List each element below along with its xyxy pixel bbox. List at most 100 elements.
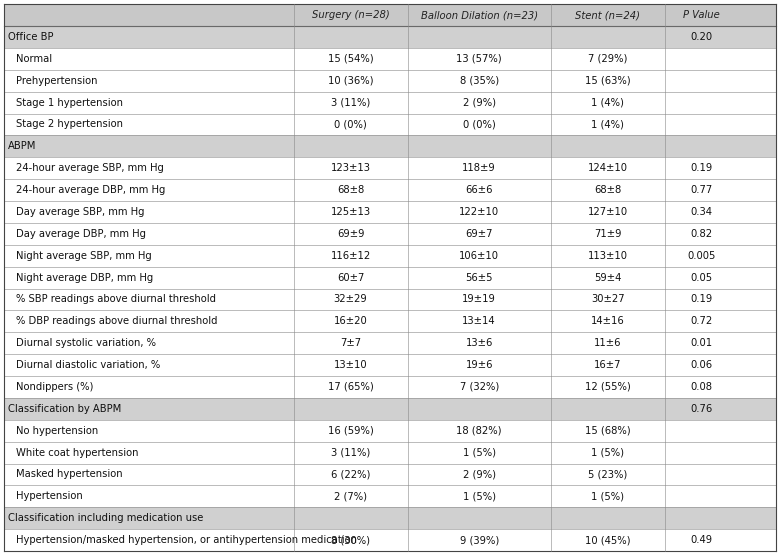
Text: 5 (23%): 5 (23%) (588, 470, 627, 480)
Text: 11±6: 11±6 (594, 338, 622, 348)
Text: 17 (65%): 17 (65%) (328, 382, 374, 392)
Text: 69±9: 69±9 (337, 229, 364, 239)
Text: 125±13: 125±13 (331, 207, 370, 217)
Text: 10 (36%): 10 (36%) (328, 75, 374, 86)
Text: 15 (68%): 15 (68%) (585, 426, 630, 435)
Text: 18 (82%): 18 (82%) (456, 426, 502, 435)
Text: 60±7: 60±7 (337, 273, 364, 282)
Text: Stage 2 hypertension: Stage 2 hypertension (16, 120, 123, 130)
Text: 24-hour average SBP, mm Hg: 24-hour average SBP, mm Hg (16, 163, 164, 173)
Text: 2 (7%): 2 (7%) (334, 491, 367, 501)
Text: 30±27: 30±27 (591, 295, 625, 305)
Text: 0.34: 0.34 (690, 207, 712, 217)
Text: Stent (n=24): Stent (n=24) (575, 10, 640, 20)
Text: Diurnal diastolic variation, %: Diurnal diastolic variation, % (16, 360, 160, 370)
Text: 13±14: 13±14 (463, 316, 496, 326)
Bar (4, 70, 776, 92)
Bar (4, 4, 776, 26)
Text: 2 (9%): 2 (9%) (463, 98, 495, 107)
Text: Normal: Normal (16, 54, 52, 64)
Text: Masked hypertension: Masked hypertension (16, 470, 122, 480)
Text: 0.49: 0.49 (690, 535, 713, 545)
Bar (4, 310, 776, 332)
Text: P Value: P Value (683, 10, 720, 20)
Text: 0.72: 0.72 (690, 316, 713, 326)
Text: 15 (54%): 15 (54%) (328, 54, 374, 64)
Text: ABPM: ABPM (8, 141, 37, 151)
Bar (4, 135, 776, 157)
Text: 0 (0%): 0 (0%) (463, 120, 495, 130)
Text: 106±10: 106±10 (459, 250, 499, 260)
Text: 71±9: 71±9 (594, 229, 622, 239)
Text: 7 (32%): 7 (32%) (459, 382, 498, 392)
Text: 16±7: 16±7 (594, 360, 622, 370)
Text: 1 (5%): 1 (5%) (463, 448, 495, 458)
Text: Hypertension/masked hypertension, or antihypertension medication: Hypertension/masked hypertension, or ant… (16, 535, 357, 545)
Text: 0.01: 0.01 (690, 338, 713, 348)
Text: 68±8: 68±8 (594, 185, 622, 195)
Text: Night average DBP, mm Hg: Night average DBP, mm Hg (16, 273, 153, 282)
Text: 0 (0%): 0 (0%) (335, 120, 367, 130)
Text: 13±10: 13±10 (334, 360, 367, 370)
Text: 69±7: 69±7 (466, 229, 493, 239)
Text: 2 (9%): 2 (9%) (463, 470, 495, 480)
Text: 66±6: 66±6 (466, 185, 493, 195)
Text: 118±9: 118±9 (463, 163, 496, 173)
Text: 0.77: 0.77 (690, 185, 713, 195)
Text: Nondippers (%): Nondippers (%) (16, 382, 94, 392)
Bar (4, 267, 776, 288)
Text: 7 (29%): 7 (29%) (588, 54, 627, 64)
Text: 13 (57%): 13 (57%) (456, 54, 502, 64)
Text: 19±19: 19±19 (463, 295, 496, 305)
Text: 122±10: 122±10 (459, 207, 499, 217)
Text: 0.19: 0.19 (690, 163, 713, 173)
Text: 0.06: 0.06 (690, 360, 713, 370)
Text: Classification by ABPM: Classification by ABPM (8, 404, 121, 414)
Text: 68±8: 68±8 (337, 185, 364, 195)
Text: 3 (11%): 3 (11%) (331, 98, 370, 107)
Text: Diurnal systolic variation, %: Diurnal systolic variation, % (16, 338, 156, 348)
Bar (4, 420, 776, 442)
Text: 1 (4%): 1 (4%) (591, 98, 624, 107)
Text: 3 (11%): 3 (11%) (331, 448, 370, 458)
Bar (4, 223, 776, 245)
Text: 0.08: 0.08 (690, 382, 712, 392)
Text: 123±13: 123±13 (331, 163, 370, 173)
Text: 10 (45%): 10 (45%) (585, 535, 630, 545)
Text: 56±5: 56±5 (466, 273, 493, 282)
Text: 59±4: 59±4 (594, 273, 622, 282)
Text: 32±29: 32±29 (334, 295, 367, 305)
Text: Balloon Dilation (n=23): Balloon Dilation (n=23) (420, 10, 537, 20)
Text: Classification including medication use: Classification including medication use (8, 513, 204, 523)
Text: 0.76: 0.76 (690, 404, 713, 414)
Bar (4, 201, 776, 223)
Bar (4, 179, 776, 201)
Text: 12 (55%): 12 (55%) (585, 382, 630, 392)
Text: 124±10: 124±10 (587, 163, 628, 173)
Text: 8 (35%): 8 (35%) (459, 75, 498, 86)
Text: 15 (63%): 15 (63%) (585, 75, 630, 86)
Text: 0.05: 0.05 (690, 273, 713, 282)
Bar (4, 26, 776, 48)
Text: % DBP readings above diurnal threshold: % DBP readings above diurnal threshold (16, 316, 218, 326)
Text: 0.20: 0.20 (690, 32, 713, 42)
Text: Surgery (n=28): Surgery (n=28) (312, 10, 389, 20)
Text: Prehypertension: Prehypertension (16, 75, 98, 86)
Bar (4, 442, 776, 463)
Text: 16 (59%): 16 (59%) (328, 426, 374, 435)
Text: 0.82: 0.82 (690, 229, 713, 239)
Text: White coat hypertension: White coat hypertension (16, 448, 139, 458)
Text: Stage 1 hypertension: Stage 1 hypertension (16, 98, 123, 107)
Text: 6 (22%): 6 (22%) (331, 470, 370, 480)
Text: 24-hour average DBP, mm Hg: 24-hour average DBP, mm Hg (16, 185, 165, 195)
Text: Day average DBP, mm Hg: Day average DBP, mm Hg (16, 229, 146, 239)
Text: 16±20: 16±20 (334, 316, 367, 326)
Text: 19±6: 19±6 (466, 360, 493, 370)
Bar (4, 507, 776, 529)
Text: 1 (4%): 1 (4%) (591, 120, 624, 130)
Text: 7±7: 7±7 (340, 338, 361, 348)
Bar (4, 529, 776, 551)
Text: 14±16: 14±16 (590, 316, 625, 326)
Text: 13±6: 13±6 (466, 338, 493, 348)
Bar (4, 157, 776, 179)
